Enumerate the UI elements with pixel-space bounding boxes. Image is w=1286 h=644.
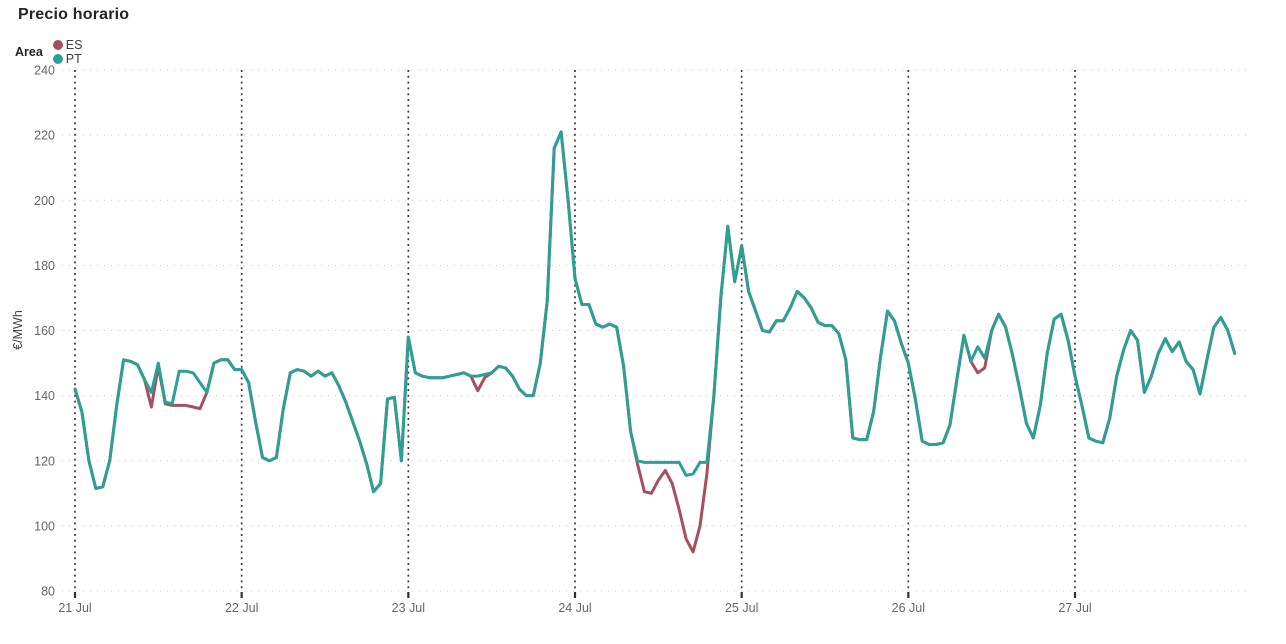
svg-text:180: 180	[34, 259, 55, 273]
legend-item-ES[interactable]: ES	[52, 38, 83, 52]
svg-text:120: 120	[34, 454, 55, 468]
svg-text:80: 80	[41, 585, 55, 599]
svg-text:26 Jul: 26 Jul	[892, 601, 925, 615]
svg-text:24 Jul: 24 Jul	[558, 601, 591, 615]
y-axis-title: €/MWh	[11, 310, 25, 350]
legend-item-PT[interactable]: PT	[52, 52, 83, 66]
chart-title: Precio horario	[18, 6, 130, 23]
svg-text:240: 240	[34, 64, 55, 78]
svg-text:220: 220	[34, 129, 55, 143]
svg-text:25 Jul: 25 Jul	[725, 601, 758, 615]
y-axis-tick-labels: 80 100 120 140 160 180 200 220 240	[34, 64, 55, 599]
svg-text:200: 200	[34, 194, 55, 208]
horizontal-gridlines	[62, 69, 1248, 592]
svg-text:22 Jul: 22 Jul	[225, 601, 258, 615]
svg-text:27 Jul: 27 Jul	[1058, 601, 1091, 615]
svg-text:160: 160	[34, 324, 55, 338]
legend-items: ES PT	[52, 38, 93, 66]
series-line-PT[interactable]	[73, 130, 1237, 494]
svg-text:100: 100	[34, 519, 55, 533]
legend-dot-PT	[52, 54, 63, 64]
svg-text:140: 140	[34, 389, 55, 403]
legend-label-ES: ES	[65, 38, 83, 52]
legend-title: Area	[15, 45, 43, 59]
svg-text:21 Jul: 21 Jul	[58, 601, 91, 615]
vertical-gridlines	[73, 70, 1077, 598]
x-axis-tick-labels: 21 Jul 22 Jul 23 Jul 24 Jul 25 Jul 26 Jul 27 J…	[58, 601, 1091, 615]
legend: Area ES PT	[15, 38, 92, 66]
legend-label-PT: PT	[65, 52, 82, 66]
series-line-ES[interactable]	[73, 130, 1237, 554]
svg-text:23 Jul: 23 Jul	[392, 601, 425, 615]
legend-dot-ES	[52, 40, 63, 50]
